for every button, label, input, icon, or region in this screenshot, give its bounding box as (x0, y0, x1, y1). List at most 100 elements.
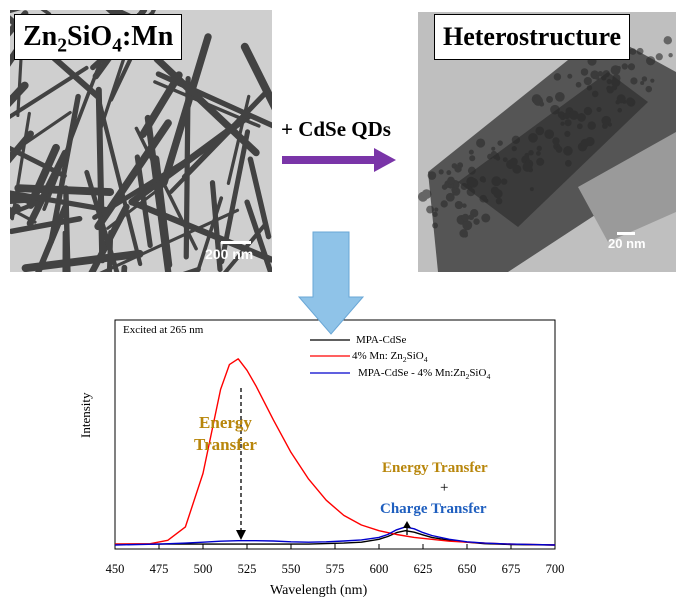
annotation-energy-transfer-2: Energy Transfer (382, 460, 488, 476)
annotation-charge-transfer: Charge Transfer (380, 501, 487, 517)
quantum-dot (468, 149, 474, 155)
quantum-dot (511, 145, 517, 152)
quantum-dot (469, 155, 476, 162)
quantum-dot (591, 90, 599, 98)
chart-frame (114, 319, 556, 550)
quantum-dot (580, 68, 589, 76)
quantum-dot (491, 146, 496, 151)
quantum-dot (655, 53, 663, 61)
quantum-dot (454, 200, 463, 210)
quantum-dot (544, 129, 555, 140)
nanorod (10, 206, 37, 224)
quantum-dot (560, 121, 565, 126)
x-tick-label: 600 (369, 562, 389, 576)
quantum-dot (462, 203, 467, 208)
quantum-dot (451, 187, 457, 193)
x-tick-label: 575 (325, 562, 345, 576)
x-tick-label: 650 (457, 562, 477, 576)
quantum-dot (611, 77, 621, 87)
quantum-dot (576, 123, 583, 130)
legend-entry-mpa-cdse: MPA-CdSe (356, 334, 407, 346)
legend-entry-composite: MPA-CdSe - 4% Mn:Zn2SiO4 (358, 367, 491, 382)
quantum-dot (539, 101, 545, 107)
quantum-dot (473, 218, 480, 225)
quantum-dot (564, 119, 572, 127)
quantum-dot (481, 178, 486, 183)
nanorod (134, 126, 198, 251)
quantum-dot (650, 78, 655, 83)
x-tick-label: 450 (105, 562, 125, 576)
quantum-dot (462, 220, 473, 231)
quantum-dot (536, 145, 542, 152)
quantum-dot (522, 161, 533, 172)
quantum-dot (512, 164, 522, 174)
tem-image-heterostructure (418, 12, 676, 272)
scale-bar-right (617, 232, 635, 235)
quantum-dot (467, 166, 476, 175)
material-label-zn2sio4-mn: Zn2SiO4:Mn (14, 14, 183, 60)
quantum-dot (550, 104, 560, 115)
quantum-dot (640, 80, 645, 86)
reaction-arrow-icon (282, 148, 396, 172)
quantum-dot (563, 146, 573, 156)
quantum-dot (454, 165, 462, 173)
quantum-dot (626, 97, 635, 106)
quantum-dot (432, 211, 438, 218)
x-tick-label: 475 (149, 562, 169, 576)
nanorod (10, 145, 67, 179)
nanorod (160, 33, 212, 187)
quantum-dot (432, 222, 438, 229)
quantum-dot (591, 72, 597, 78)
quantum-dot (511, 135, 521, 144)
quantum-dot (535, 151, 541, 156)
scale-bar-left (221, 241, 251, 244)
nanorod (95, 86, 106, 264)
quantum-dot (497, 140, 503, 146)
quantum-dot (628, 63, 636, 71)
nanorod (244, 199, 272, 272)
quantum-dot (616, 66, 621, 71)
quantum-dot (466, 187, 476, 197)
charge-transfer-arrowhead-icon (403, 521, 411, 528)
nanorod (226, 94, 251, 185)
quantum-dot (466, 176, 476, 187)
quantum-dot (460, 182, 468, 191)
quantum-dot (602, 70, 610, 78)
quantum-dot (668, 52, 673, 58)
quantum-dot (567, 73, 573, 79)
nanorod (106, 183, 166, 230)
scale-text-left: 200 nm (205, 246, 254, 262)
quantum-dot (583, 76, 592, 86)
x-tick-label: 500 (193, 562, 213, 576)
nanorod (99, 208, 240, 272)
quantum-dot (479, 194, 488, 203)
quantum-dot (459, 229, 468, 238)
quantum-dot (564, 159, 572, 167)
annotation-plus: + (440, 480, 449, 496)
quantum-dot (438, 169, 444, 175)
nanorod (209, 180, 223, 272)
quantum-dot (663, 36, 673, 45)
series-line-1 (114, 358, 556, 546)
quantum-dot (445, 192, 455, 202)
quantum-dot (577, 113, 586, 122)
quantum-dot (580, 138, 590, 148)
chart-annotation-excitation: Excited at 265 nm (123, 324, 204, 336)
series-line-2 (114, 526, 556, 546)
quantum-dot (447, 176, 455, 185)
down-arrow-icon (297, 231, 365, 335)
quantum-dot (529, 187, 534, 192)
nanorod (92, 145, 211, 220)
quantum-dot (468, 214, 475, 221)
quantum-dot (528, 149, 534, 156)
chart-series-group (114, 358, 556, 546)
quantum-dot (535, 126, 545, 136)
quantum-dot (502, 157, 508, 163)
quantum-dot (481, 213, 491, 223)
quantum-dot (552, 137, 560, 145)
quantum-dot (434, 207, 439, 212)
nanorod (153, 80, 261, 128)
nanorod (195, 196, 224, 272)
quantum-dot (500, 178, 508, 185)
